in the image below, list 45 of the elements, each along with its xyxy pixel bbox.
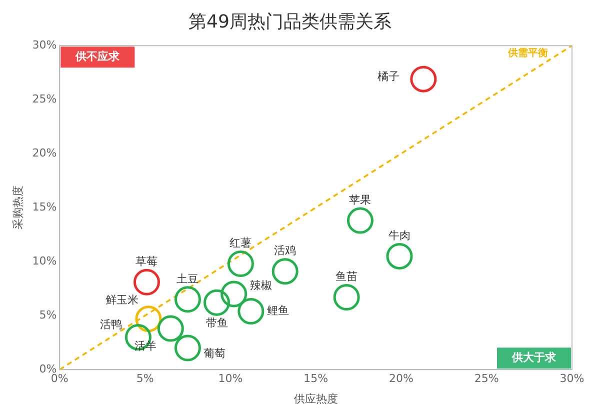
annotation: 苹果 <box>349 193 372 206</box>
y-tick-label: 30% <box>32 38 57 52</box>
annotation: 鱼苗 <box>336 270 358 284</box>
annotation: 橘子 <box>377 70 400 83</box>
annotation: 供大于求 <box>511 350 557 364</box>
point <box>157 315 184 342</box>
x-tick-label: 25% <box>474 372 499 386</box>
x-tick-label: 10% <box>218 372 243 386</box>
point <box>410 66 437 92</box>
y-tick-label: 20% <box>32 146 57 160</box>
y-tick-label: 5% <box>39 308 57 322</box>
point <box>204 289 230 316</box>
point <box>272 258 298 285</box>
y-axis-title: 采购热度 <box>11 186 24 230</box>
annotation: 土豆 <box>176 272 199 286</box>
annotation: 葡萄 <box>204 346 226 360</box>
chart-title: 第49周热门品类供需关系 <box>188 11 392 32</box>
series-label: 供需平衡 <box>507 47 548 60</box>
annotation: 活鸡 <box>274 244 296 258</box>
point <box>220 280 248 308</box>
point <box>134 268 160 296</box>
annotation: 辣椒 <box>250 278 272 292</box>
annotation: 牛肉 <box>388 229 411 242</box>
point <box>174 286 201 313</box>
x-tick-label: 20% <box>388 372 414 386</box>
point <box>174 334 201 362</box>
x-axis-title: 供应热度 <box>294 392 338 406</box>
annotation: 鲜玉米 <box>105 294 138 307</box>
y-tick-label: 10% <box>32 254 57 268</box>
y-tick-label: 15% <box>32 200 57 214</box>
annotation: 供不应求 <box>74 50 121 63</box>
point <box>346 207 374 234</box>
x-tick-label: 30% <box>560 372 584 386</box>
point <box>333 284 360 310</box>
x-tick-label: 15% <box>304 372 328 386</box>
annotation: 草莓 <box>136 254 158 268</box>
y-tick-label: 25% <box>32 92 57 106</box>
point <box>386 242 413 270</box>
annotation: 鲤鱼 <box>266 304 289 318</box>
x-tick-label: 5% <box>136 372 154 386</box>
point <box>227 250 254 278</box>
annotation: 红薯 <box>230 236 252 250</box>
annotation: 带鱼 <box>206 316 228 330</box>
point <box>238 298 264 325</box>
annotation: 活鸭 <box>100 318 122 332</box>
